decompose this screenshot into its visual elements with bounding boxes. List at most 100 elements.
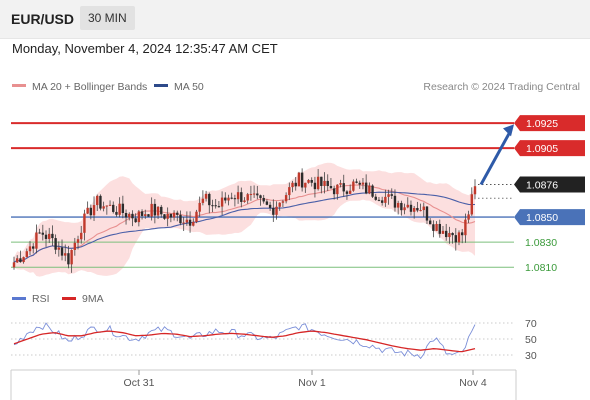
bullish-candle — [464, 213, 467, 243]
candle-body — [76, 239, 80, 243]
candle-body — [454, 235, 457, 243]
bullish-candle — [22, 256, 25, 264]
bullish-candle — [166, 207, 169, 227]
ma50-legend-label: MA 50 — [174, 81, 204, 93]
timeframe-badge[interactable]: 30 MIN — [80, 6, 135, 30]
bearish-candle — [131, 210, 134, 227]
candle-body — [102, 206, 105, 209]
rsi-legend-swatch — [12, 297, 26, 300]
candle-body — [428, 220, 432, 225]
bullish-candle — [307, 179, 310, 184]
bullish-candle — [361, 177, 365, 190]
candle-body — [214, 205, 217, 207]
bullish-candle — [396, 200, 400, 215]
bullish-candle — [275, 201, 278, 220]
bullish-candle — [246, 192, 249, 204]
candle-body — [473, 186, 477, 195]
candle-body — [153, 203, 157, 216]
rsi-legend: RSI 9MA — [12, 293, 104, 305]
bullish-candle — [419, 203, 422, 212]
candle-body — [412, 207, 416, 212]
bearish-candle — [32, 243, 35, 254]
candle-body — [32, 246, 35, 249]
candle-body — [67, 253, 70, 265]
candle-body — [220, 197, 224, 207]
current-level-tag: 1.0876 — [514, 176, 585, 193]
candle-body — [166, 213, 169, 219]
bearish-candle — [300, 168, 304, 192]
candle-body — [336, 184, 339, 195]
level-tag-text: 1.0905 — [526, 143, 558, 155]
bullish-candle — [243, 197, 246, 203]
candle-body — [422, 206, 425, 211]
candle-body — [441, 230, 445, 234]
candle-body — [339, 183, 342, 185]
candle-body — [307, 179, 310, 183]
bullish-candle — [195, 209, 198, 224]
bullish-candle — [105, 205, 109, 215]
bearish-candle — [230, 192, 233, 200]
bearish-candle — [393, 189, 397, 212]
candle-body — [188, 219, 192, 226]
candle-body — [144, 214, 147, 216]
candle-body — [467, 214, 470, 220]
candle-body — [355, 181, 358, 183]
bearish-candle — [364, 174, 368, 195]
bullish-candle — [227, 194, 230, 206]
bullish-candle — [297, 171, 301, 187]
candle-body — [112, 204, 115, 212]
bearish-candle — [342, 174, 345, 197]
bearish-candle — [147, 213, 150, 218]
arrow-shaft — [479, 131, 512, 186]
candle-body — [368, 185, 371, 194]
bullish-candle — [96, 194, 99, 211]
candlesticks — [12, 168, 477, 273]
rsi-line — [13, 322, 476, 360]
candle-body — [211, 205, 214, 207]
symbol-label: EUR/USD — [11, 11, 75, 27]
bullish-candle — [384, 189, 387, 207]
bearish-candle — [268, 201, 272, 211]
candle-body — [262, 197, 265, 202]
level-tag-text: 1.0850 — [526, 212, 558, 224]
bearish-candle — [211, 199, 214, 213]
candle-body — [182, 222, 185, 224]
candle-body — [358, 182, 361, 185]
candle-body — [275, 206, 278, 215]
bearish-candle — [99, 194, 102, 211]
candle-body — [192, 221, 195, 226]
price-levels — [11, 122, 514, 268]
bearish-candle — [38, 228, 41, 234]
candle-body — [204, 193, 208, 199]
candle-body — [131, 213, 134, 219]
bearish-candle — [451, 232, 454, 244]
candle-body — [416, 207, 419, 211]
candle-body — [281, 201, 285, 203]
bearish-candle — [163, 214, 166, 220]
bullish-candle — [457, 230, 461, 246]
ma20-legend-swatch — [12, 84, 26, 87]
bullish-candle — [35, 224, 38, 254]
candle-body — [41, 232, 45, 235]
candle-body — [406, 204, 409, 208]
bullish-candle — [281, 199, 285, 207]
bullish-candle — [204, 190, 208, 202]
bullish-candle — [467, 210, 470, 224]
candle-body — [227, 197, 230, 201]
bullish-candle — [73, 237, 77, 256]
bullish-candle — [448, 226, 451, 244]
candle-body — [265, 201, 269, 205]
bearish-candle — [355, 178, 358, 184]
candle-body — [348, 190, 352, 194]
level-tag-bg — [514, 209, 585, 226]
bullish-candle — [182, 216, 185, 232]
candle-body — [268, 204, 272, 208]
bearish-candle — [115, 206, 118, 217]
bearish-candle — [329, 178, 333, 189]
bullish-candle — [368, 182, 371, 195]
bearish-candle — [60, 239, 64, 261]
candle-body — [160, 206, 163, 215]
candle-body — [89, 207, 93, 216]
bullish-candle — [25, 248, 29, 258]
bearish-candle — [460, 228, 464, 244]
